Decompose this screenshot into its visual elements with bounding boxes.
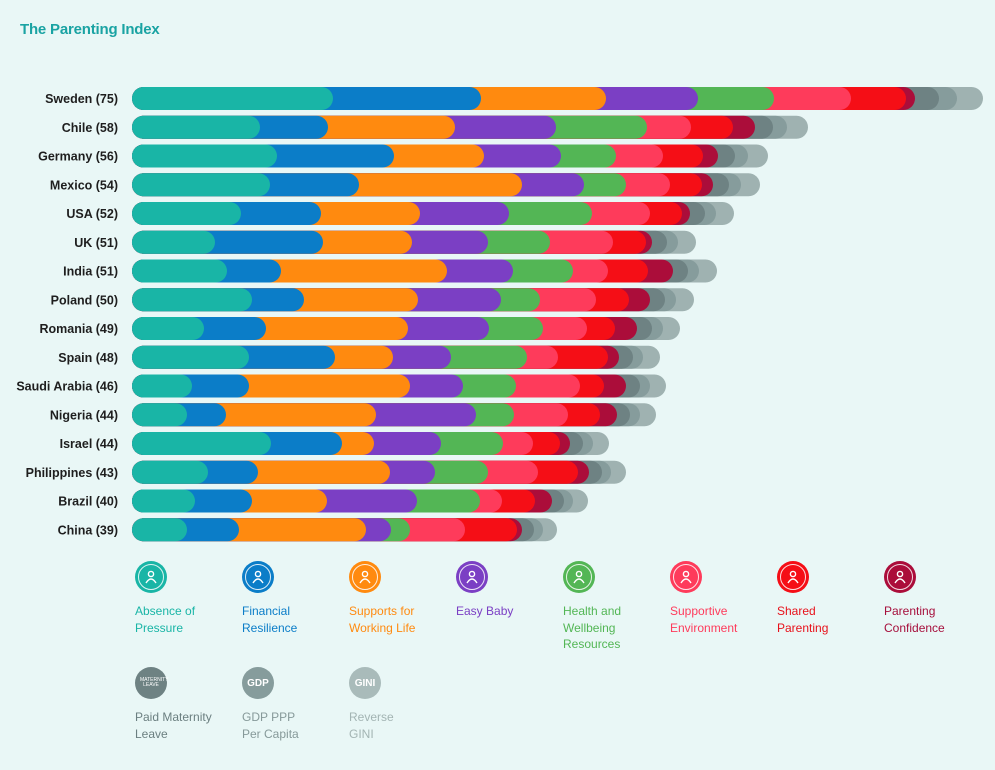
shared-parenting-icon	[777, 561, 809, 593]
bar-segment	[132, 317, 204, 340]
legend-icon-text: GINI	[354, 677, 376, 689]
category-label: Saudi Arabia (46)	[16, 380, 118, 394]
category-label: India (51)	[63, 265, 118, 279]
gdp-icon: GDP	[242, 667, 274, 699]
category-label: UK (51)	[74, 236, 118, 250]
legend-item: Health and Wellbeing Resources	[563, 561, 668, 653]
bar-segment	[132, 288, 252, 312]
legend-label: Shared Parenting	[777, 604, 829, 635]
icon-ring	[780, 564, 806, 590]
legend-label: Paid Maternity Leave	[135, 710, 212, 741]
icon-glyph	[466, 570, 478, 584]
legend-item: Parenting Confidence	[884, 561, 989, 636]
category-label: USA (52)	[66, 207, 118, 221]
health-wellbeing-icon	[563, 561, 595, 593]
legend-item: Absence of Pressure	[135, 561, 240, 636]
legend-label: Absence of Pressure	[135, 604, 196, 635]
legend-item: Financial Resilience	[242, 561, 347, 636]
category-label: Germany (56)	[38, 150, 118, 164]
easy-baby-icon	[456, 561, 488, 593]
category-label: Nigeria (44)	[50, 408, 118, 422]
legend-label: Supportive Environment	[670, 604, 738, 635]
icon-glyph	[252, 570, 264, 584]
bar-segment	[132, 115, 260, 139]
legend-item: Shared Parenting	[777, 561, 882, 636]
category-label: Israel (44)	[60, 437, 118, 451]
icon-ring	[459, 564, 485, 590]
icon-ring	[566, 564, 592, 590]
legend-icon-text: Maternity Leave	[140, 677, 169, 688]
category-label: Philippines (43)	[26, 466, 118, 480]
parenting-confidence-icon	[884, 561, 916, 593]
legend-icon-text: GDP	[247, 677, 269, 689]
icon-glyph	[680, 570, 692, 584]
maternity-leave-icon: Maternity Leave	[135, 667, 169, 699]
legend-label: GDP PPP Per Capita	[242, 710, 299, 741]
bar-segment	[132, 345, 249, 369]
icon-ring	[352, 564, 378, 590]
legend-item: Easy Baby	[456, 561, 561, 620]
icon-glyph	[145, 570, 157, 584]
absence-of-pressure-icon	[135, 561, 167, 593]
icon-ring	[245, 564, 271, 590]
legend-item: GDP GDP PPP Per Capita	[242, 667, 347, 742]
category-label: Sweden (75)	[45, 92, 118, 106]
category-label: Mexico (54)	[50, 178, 118, 192]
icon-glyph	[573, 570, 585, 584]
legend-item: Supports for Working Life	[349, 561, 454, 636]
icon-glyph	[787, 570, 799, 584]
legend-label: Parenting Confidence	[884, 604, 945, 635]
bar-segment	[132, 403, 187, 427]
bar-segment	[132, 173, 270, 197]
supportive-environment-icon	[670, 561, 702, 593]
icon-glyph	[894, 570, 906, 584]
bar-segment	[132, 518, 187, 542]
bar-segment	[132, 460, 208, 484]
icon-ring	[887, 564, 913, 590]
legend-label: Easy Baby	[456, 604, 514, 618]
icon-ring	[138, 564, 164, 590]
category-label: China (39)	[58, 523, 118, 537]
legend-item: Supportive Environment	[670, 561, 775, 636]
gini-icon: GINI	[349, 667, 381, 699]
legend-label: Financial Resilience	[242, 604, 298, 635]
bar-segment	[132, 432, 271, 455]
legend-label: Health and Wellbeing Resources	[563, 604, 622, 651]
legend-label: Supports for Working Life	[349, 604, 416, 635]
bar-segment	[132, 489, 195, 513]
icon-ring	[673, 564, 699, 590]
category-label: Romania (49)	[40, 322, 119, 336]
bar-segment	[132, 144, 277, 168]
supports-working-life-icon	[349, 561, 381, 593]
bar-segment	[132, 87, 333, 110]
bar-segment	[132, 259, 227, 283]
legend-label: Reverse GINI	[349, 710, 394, 741]
bar-segment	[132, 230, 215, 254]
bar-segment	[132, 374, 192, 398]
category-label: Brazil (40)	[58, 495, 118, 509]
stacked-bar-chart: Sweden (75) Chile (58) Germany (56) Mexico …	[16, 87, 983, 542]
chart-title: The Parenting Index	[20, 21, 160, 38]
icon-glyph	[359, 570, 371, 584]
category-label: Poland (50)	[51, 293, 118, 307]
financial-resilience-icon	[242, 561, 274, 593]
legend-item: Maternity Leave Paid Maternity Leave	[135, 667, 240, 742]
category-label: Chile (58)	[62, 121, 118, 135]
bar-segment	[132, 202, 241, 225]
legend-item: GINI Reverse GINI	[349, 667, 454, 742]
category-label: Spain (48)	[58, 351, 118, 365]
